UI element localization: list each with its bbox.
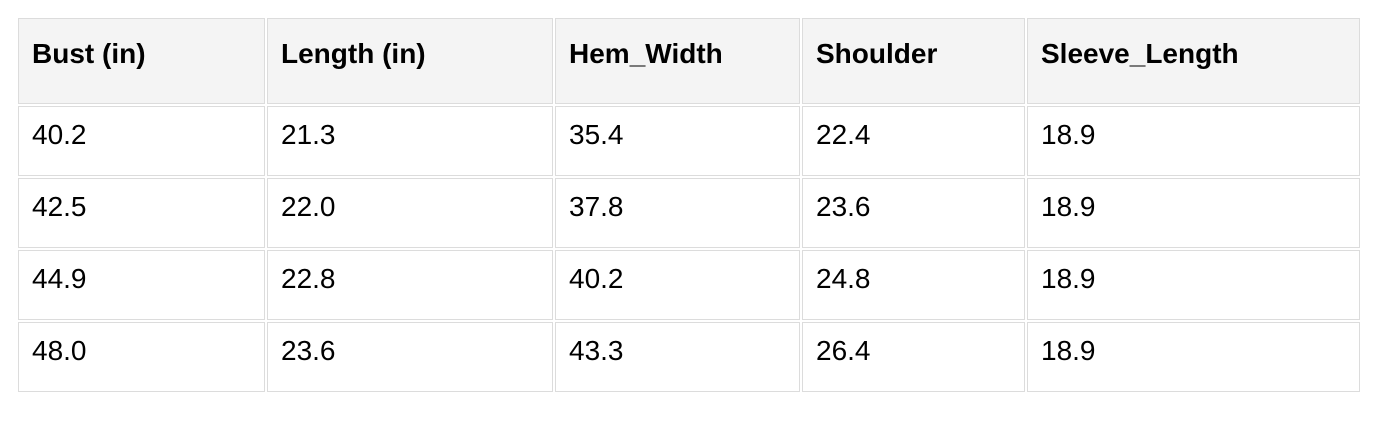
column-header-sleeve-length: Sleeve_Length [1027,18,1360,104]
table-cell: 18.9 [1027,178,1360,248]
table-cell: 18.9 [1027,250,1360,320]
table-cell: 23.6 [802,178,1025,248]
table-cell: 43.3 [555,322,800,392]
table-row: 42.5 22.0 37.8 23.6 18.9 [18,178,1360,248]
table-cell: 48.0 [18,322,265,392]
size-chart-table: Bust (in) Length (in) Hem_Width Shoulder… [16,16,1362,394]
column-header-length: Length (in) [267,18,553,104]
column-header-shoulder: Shoulder [802,18,1025,104]
table-cell: 22.8 [267,250,553,320]
table-cell: 18.9 [1027,106,1360,176]
table-cell: 24.8 [802,250,1025,320]
table-cell: 44.9 [18,250,265,320]
table-cell: 18.9 [1027,322,1360,392]
table-cell: 26.4 [802,322,1025,392]
table-cell: 35.4 [555,106,800,176]
table-cell: 40.2 [18,106,265,176]
table-row: 48.0 23.6 43.3 26.4 18.9 [18,322,1360,392]
table-cell: 22.0 [267,178,553,248]
table-cell: 22.4 [802,106,1025,176]
header-row: Bust (in) Length (in) Hem_Width Shoulder… [18,18,1360,104]
table-cell: 40.2 [555,250,800,320]
table-cell: 42.5 [18,178,265,248]
table-row: 40.2 21.3 35.4 22.4 18.9 [18,106,1360,176]
table-cell: 21.3 [267,106,553,176]
table-row: 44.9 22.8 40.2 24.8 18.9 [18,250,1360,320]
column-header-hem-width: Hem_Width [555,18,800,104]
column-header-bust: Bust (in) [18,18,265,104]
table-cell: 37.8 [555,178,800,248]
table-cell: 23.6 [267,322,553,392]
